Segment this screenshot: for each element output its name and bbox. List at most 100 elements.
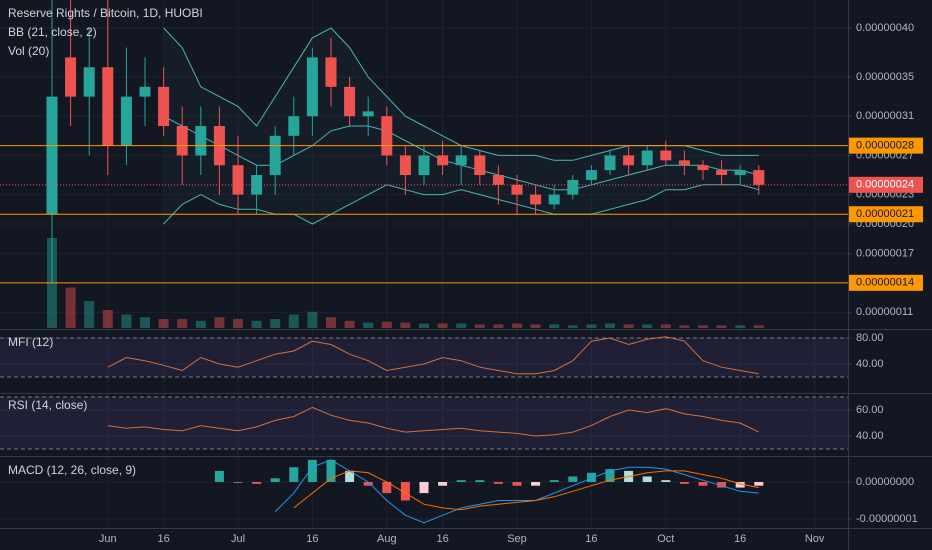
candle-body — [344, 86, 356, 117]
candle-body — [678, 160, 690, 166]
y-tick-label: 0.00000000 — [856, 476, 914, 488]
histogram-bar — [661, 480, 671, 483]
candle-body — [46, 96, 58, 215]
volume-bar — [363, 322, 374, 328]
y-tick-label: 40.00 — [856, 430, 884, 442]
volume-bar — [735, 325, 746, 328]
band-fill — [0, 337, 848, 377]
candle-body — [660, 150, 672, 161]
macd-line — [274, 459, 759, 524]
volume-bar — [233, 319, 243, 328]
x-tick-label: 16 — [436, 533, 448, 545]
volume-bar — [623, 324, 634, 328]
volume-bar — [474, 324, 485, 328]
volume-bar — [437, 323, 448, 328]
histogram-bar — [568, 476, 578, 483]
volume-bar — [270, 319, 281, 328]
volume-bar — [381, 321, 392, 328]
volume-bar — [65, 287, 76, 328]
candle-body — [325, 57, 337, 87]
candle-body — [716, 170, 728, 176]
x-tick-label: 16 — [306, 533, 318, 545]
y-tick-label: 0.00000011 — [856, 306, 913, 318]
x-tick-label: 16 — [585, 533, 597, 545]
indicator-line — [107, 406, 760, 437]
histogram-bar — [679, 482, 689, 484]
volume-bar — [753, 325, 764, 328]
histogram-bar — [493, 482, 503, 484]
histogram-bar — [382, 482, 392, 494]
volume-bar — [642, 324, 653, 328]
candle-body — [399, 155, 411, 176]
x-tick-label: Jun — [99, 533, 117, 545]
candle-body — [288, 116, 300, 136]
candle-body — [734, 170, 746, 176]
histogram-bar — [512, 482, 522, 486]
price-label: 0.00000021 — [856, 208, 914, 220]
pane-title: MACD (12, 26, close, 9) — [8, 463, 136, 477]
candle-body — [176, 126, 188, 156]
y-tick-label: 80.00 — [856, 332, 884, 344]
indicator-label: Vol (20) — [8, 44, 49, 58]
y-tick-label: 0.00000040 — [856, 22, 914, 34]
price-label-box — [849, 176, 923, 193]
histogram-bar — [717, 482, 727, 488]
indicator-line — [107, 336, 759, 375]
band-fill — [0, 396, 848, 450]
volume-bar — [158, 319, 169, 328]
candle-body — [120, 96, 132, 146]
volume-bar — [177, 319, 188, 328]
candle-body — [195, 126, 207, 156]
histogram-bar — [307, 459, 317, 483]
histogram-bar — [438, 482, 448, 486]
y-tick-label: 40.00 — [856, 358, 884, 370]
volume-bar — [121, 314, 132, 328]
volume-bar — [102, 310, 113, 328]
volume-bar — [567, 325, 578, 328]
labels: Reserve Rights / Bitcoin, 1D, HUOBI BB (… — [8, 6, 923, 545]
histogram-bar — [456, 480, 466, 483]
candle-body — [362, 111, 374, 117]
candle-body — [511, 184, 523, 195]
volume-bar — [493, 324, 504, 328]
x-tick-label: 16 — [157, 533, 169, 545]
histogram-bar — [735, 482, 745, 488]
candle-body — [139, 86, 151, 97]
histogram-bar — [252, 482, 262, 484]
candle-body — [623, 155, 635, 166]
candle-body — [753, 170, 765, 185]
price-label: 0.00000028 — [856, 140, 914, 152]
candle-body — [641, 150, 653, 166]
candle-body — [418, 155, 430, 176]
candle-body — [381, 116, 393, 156]
candle-body — [251, 175, 263, 195]
volume-bar — [698, 325, 708, 328]
y-tick-label: 60.00 — [856, 404, 884, 416]
y-tick-label: 0.00000035 — [856, 71, 914, 83]
histogram-bar — [419, 482, 429, 494]
histogram-bar — [586, 472, 596, 483]
volume-bar — [716, 325, 727, 328]
bb-lower — [163, 184, 759, 225]
candle-body — [269, 135, 281, 176]
x-tick-label: Oct — [657, 533, 674, 545]
histogram-bar — [345, 470, 355, 483]
volume-bar — [605, 323, 615, 328]
volume-bar — [456, 323, 467, 328]
volume-bar — [307, 311, 318, 328]
histogram-bar — [531, 482, 541, 486]
price-label: 0.00000014 — [856, 277, 914, 289]
candle-body — [530, 194, 542, 205]
price-label-box — [849, 274, 923, 291]
x-tick-label: Aug — [377, 533, 397, 545]
histogram-bar — [475, 480, 485, 483]
candle-body — [102, 67, 114, 146]
histogram-bar — [270, 478, 280, 483]
histogram-bar — [698, 482, 708, 486]
x-tick-label: Sep — [507, 533, 527, 545]
volume-bar — [419, 323, 429, 328]
candle-body — [455, 155, 467, 166]
histogram-bar — [214, 470, 224, 483]
